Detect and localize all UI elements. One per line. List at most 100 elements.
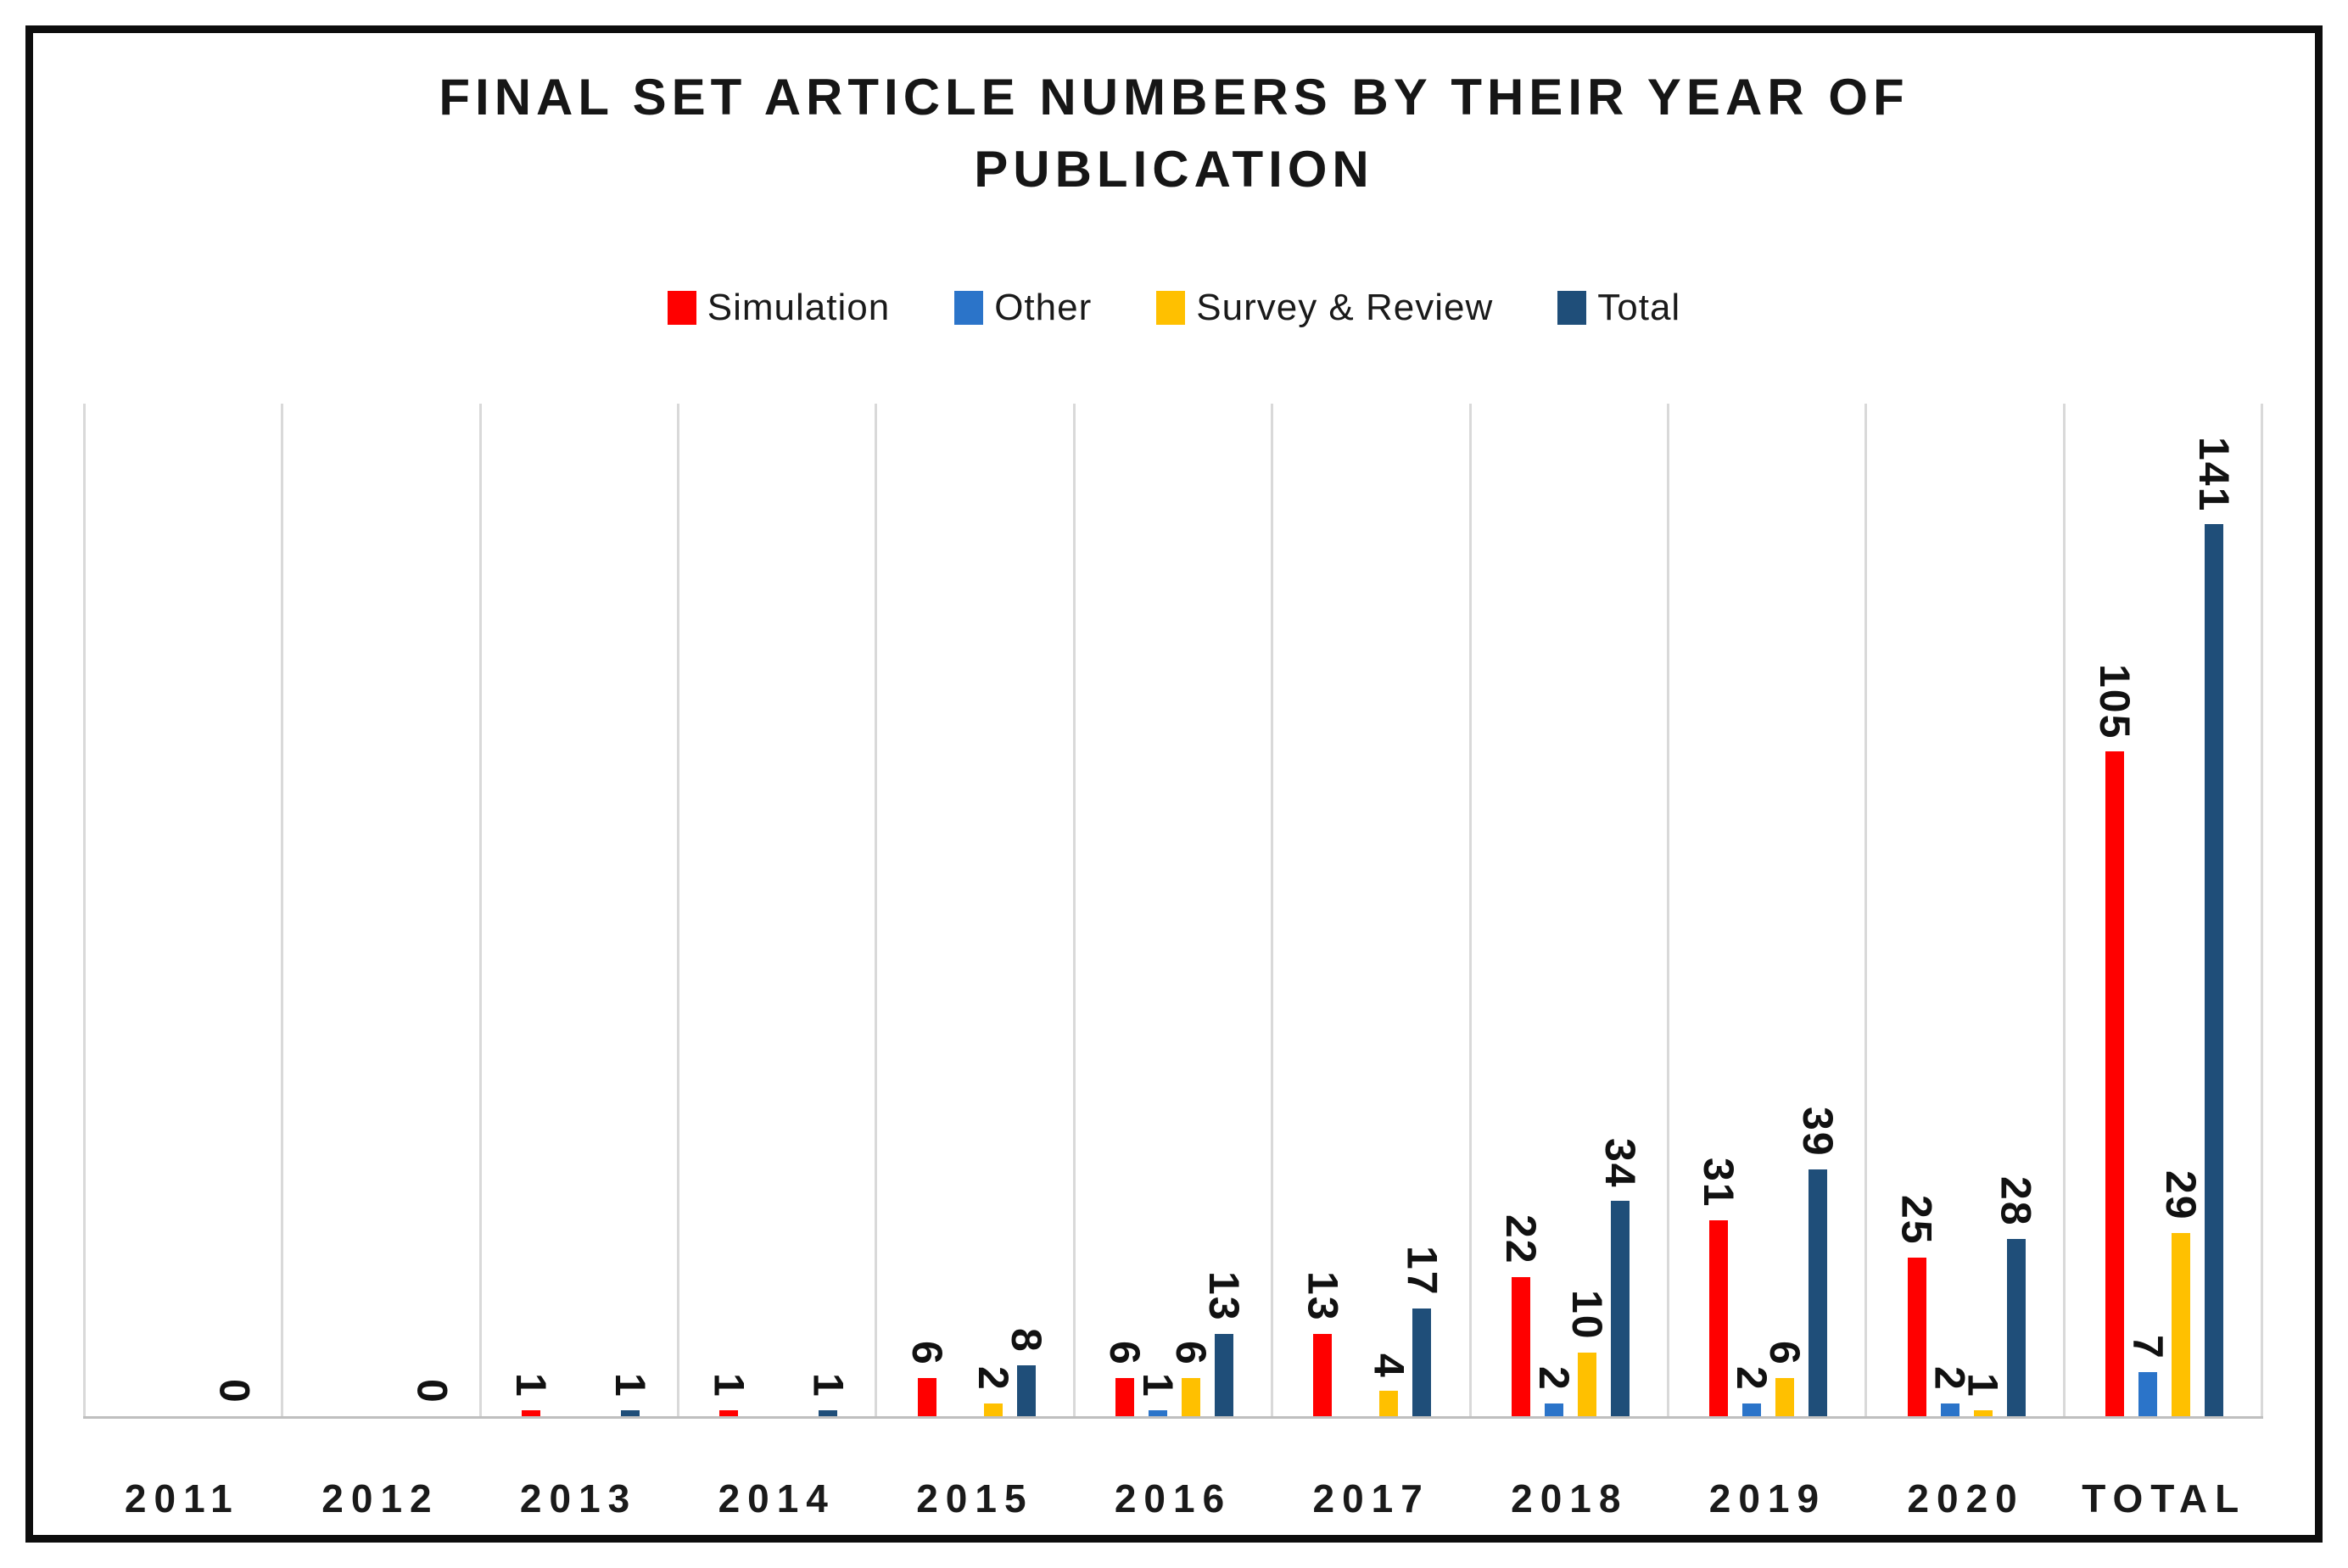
bar-simulation-2013 bbox=[522, 1410, 541, 1416]
data-label-survey-review-2016: 6 bbox=[1167, 1341, 1216, 1366]
data-label-total-2017: 17 bbox=[1398, 1246, 1446, 1297]
x-axis-label-total: TOTAL bbox=[2082, 1476, 2247, 1521]
bar-total-2017 bbox=[1412, 1309, 1432, 1416]
x-axis-label-2019: 2019 bbox=[1708, 1476, 1827, 1521]
data-label-simulation-2018: 22 bbox=[1496, 1214, 1545, 1265]
legend-label: Simulation bbox=[707, 287, 891, 328]
data-label-survey-review-2015: 2 bbox=[969, 1366, 1017, 1392]
data-label-survey-review-2020: 1 bbox=[1959, 1373, 2007, 1398]
x-axis-label-2015: 2015 bbox=[916, 1476, 1034, 1521]
legend-item-simulation: Simulation bbox=[667, 287, 891, 329]
data-label-total-total: 141 bbox=[2189, 436, 2238, 512]
data-label-other-2016: 1 bbox=[1134, 1373, 1182, 1398]
bar-total-2020 bbox=[2006, 1239, 2026, 1416]
bar-simulation-2018 bbox=[1511, 1277, 1530, 1416]
legend-item-survey-review: Survey & Review bbox=[1156, 287, 1493, 329]
legend-swatch-simulation bbox=[667, 291, 696, 325]
data-label-other-total: 7 bbox=[2123, 1335, 2172, 1360]
x-axis-label-2020: 2020 bbox=[1907, 1476, 2025, 1521]
category-column-2019: 31 2 6 39 bbox=[1666, 404, 1864, 1416]
data-label-total-2015: 8 bbox=[1002, 1328, 1050, 1353]
legend: Simulation Other Survey & Review Total bbox=[0, 287, 2348, 329]
data-label-total-2011: 0 bbox=[210, 1379, 259, 1404]
bar-simulation-2014 bbox=[719, 1410, 739, 1416]
data-label-simulation-2019: 31 bbox=[1695, 1158, 1743, 1208]
bar-other-2020 bbox=[1940, 1403, 1959, 1416]
bar-other-2016 bbox=[1149, 1410, 1168, 1416]
bar-survey-review-2017 bbox=[1379, 1391, 1399, 1416]
x-axis-label-2017: 2017 bbox=[1312, 1476, 1430, 1521]
x-axis-label-2016: 2016 bbox=[1114, 1476, 1233, 1521]
bar-survey-review-2015 bbox=[983, 1403, 1003, 1416]
bar-simulation-2015 bbox=[917, 1378, 936, 1416]
bar-total-2013 bbox=[621, 1410, 640, 1416]
bar-simulation-2019 bbox=[1709, 1220, 1729, 1416]
data-label-simulation-2013: 1 bbox=[507, 1373, 556, 1398]
data-label-other-2019: 2 bbox=[1728, 1366, 1776, 1392]
bar-total-2016 bbox=[1215, 1334, 1234, 1416]
bar-simulation-2016 bbox=[1115, 1378, 1135, 1416]
bar-simulation-2020 bbox=[1907, 1258, 1926, 1416]
data-label-total-2019: 39 bbox=[1794, 1107, 1842, 1158]
plot-area: 0 0 1 1 1 1 6 2 8 6 1 6 13 13 4 17 22 2 10 34 31 2 6 39 25 2 1 28 10… bbox=[83, 404, 2263, 1419]
legend-label: Total bbox=[1597, 287, 1681, 328]
bar-total-total bbox=[2204, 524, 2223, 1416]
x-axis-label-2013: 2013 bbox=[519, 1476, 638, 1521]
data-label-survey-review-2017: 4 bbox=[1365, 1353, 1413, 1379]
category-column-2020: 25 2 1 28 bbox=[1864, 404, 2062, 1416]
data-label-survey-review-2019: 6 bbox=[1761, 1341, 1809, 1366]
bar-survey-review-total bbox=[2171, 1233, 2190, 1416]
bar-other-2018 bbox=[1544, 1403, 1563, 1416]
x-axis-label-2014: 2014 bbox=[718, 1476, 836, 1521]
legend-swatch-total bbox=[1557, 291, 1587, 325]
data-label-total-2012: 0 bbox=[408, 1379, 456, 1404]
category-column-2017: 13 4 17 bbox=[1271, 404, 1468, 1416]
legend-label: Survey & Review bbox=[1196, 287, 1494, 328]
x-axis-label-2018: 2018 bbox=[1511, 1476, 1629, 1521]
bar-simulation-2017 bbox=[1313, 1334, 1333, 1416]
data-label-other-2020: 2 bbox=[1926, 1366, 1974, 1392]
data-label-simulation-2020: 25 bbox=[1892, 1195, 1941, 1246]
bar-other-total bbox=[2138, 1372, 2157, 1416]
bar-total-2014 bbox=[819, 1410, 838, 1416]
data-label-total-2013: 1 bbox=[607, 1373, 655, 1398]
data-label-simulation-2017: 13 bbox=[1299, 1271, 1347, 1322]
legend-swatch-other bbox=[954, 291, 984, 325]
bar-survey-review-2018 bbox=[1577, 1353, 1596, 1416]
category-column-2018: 22 2 10 34 bbox=[1468, 404, 1667, 1416]
data-label-simulation-2016: 6 bbox=[1101, 1341, 1149, 1366]
data-label-total-2016: 13 bbox=[1200, 1271, 1249, 1322]
bar-total-2015 bbox=[1016, 1365, 1036, 1416]
category-column-2012: 0 bbox=[281, 404, 478, 1416]
category-column-total: 105 7 29 141 bbox=[2062, 404, 2263, 1416]
bar-survey-review-2019 bbox=[1775, 1378, 1795, 1416]
category-column-2016: 6 1 6 13 bbox=[1072, 404, 1271, 1416]
legend-label: Other bbox=[994, 287, 1093, 328]
data-label-simulation-2015: 6 bbox=[903, 1341, 951, 1366]
data-label-simulation-total: 105 bbox=[2090, 663, 2138, 739]
legend-swatch-survey-review bbox=[1156, 291, 1186, 325]
bar-other-2019 bbox=[1742, 1403, 1762, 1416]
legend-item-other: Other bbox=[954, 287, 1092, 329]
bar-simulation-total bbox=[2105, 751, 2124, 1416]
data-label-survey-review-total: 29 bbox=[2156, 1170, 2205, 1221]
chart-title: FINAL SET ARTICLE NUMBERS BY THEIR YEAR … bbox=[439, 69, 1909, 198]
x-axis-label-2011: 2011 bbox=[124, 1476, 240, 1521]
data-label-total-2018: 34 bbox=[1596, 1138, 1644, 1189]
legend-item-total: Total bbox=[1557, 287, 1680, 329]
data-label-survey-review-2018: 10 bbox=[1563, 1290, 1611, 1341]
category-column-2011: 0 bbox=[83, 404, 281, 1416]
bar-total-2019 bbox=[1809, 1169, 1828, 1416]
bar-survey-review-2016 bbox=[1182, 1378, 1201, 1416]
bar-total-2018 bbox=[1610, 1201, 1630, 1416]
data-label-total-2014: 1 bbox=[804, 1373, 853, 1398]
data-label-simulation-2014: 1 bbox=[705, 1373, 753, 1398]
chart-frame bbox=[25, 25, 2323, 1543]
x-axis-labels: 2011 2012 2013 2014 2015 2016 2017 2018 2019 2020… bbox=[83, 1442, 2263, 1521]
data-label-other-2018: 2 bbox=[1529, 1366, 1578, 1392]
data-label-total-2020: 28 bbox=[1992, 1176, 2040, 1227]
x-axis-label-2012: 2012 bbox=[321, 1476, 439, 1521]
